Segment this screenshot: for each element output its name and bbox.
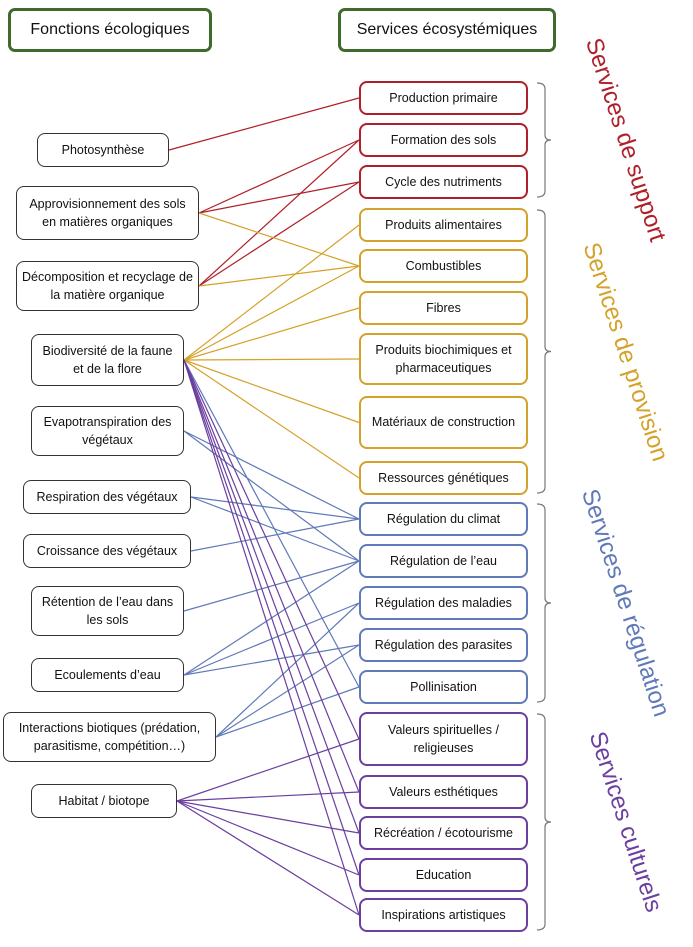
function-box: Approvisionnement des sols en matières o… (16, 186, 199, 240)
connection-line (176, 800, 360, 834)
connection-line (198, 139, 360, 287)
connection-line (183, 644, 360, 676)
function-box: Rétention de l’eau dans les sols (31, 586, 184, 636)
service-box: Ressources génétiques (359, 461, 528, 495)
header-services: Services écosystémiques (338, 8, 556, 52)
service-box: Formation des sols (359, 123, 528, 157)
function-box: Respiration des végétaux (23, 480, 191, 514)
connection-line (198, 181, 360, 214)
service-box: Régulation des maladies (359, 586, 528, 620)
connection-line (183, 224, 360, 361)
connection-line (183, 359, 360, 424)
connection-line (183, 359, 360, 793)
connection-line (198, 181, 360, 287)
connection-line (176, 738, 360, 802)
connection-line (183, 359, 360, 688)
service-box: Régulation de l’eau (359, 544, 528, 578)
connection-line (176, 800, 360, 876)
connection-line (183, 430, 360, 562)
service-box: Récréation / écotourisme (359, 816, 528, 850)
connection-line (198, 265, 360, 287)
service-box: Cycle des nutriments (359, 165, 528, 199)
connection-line (198, 139, 360, 214)
service-box: Valeurs spirituelles / religieuses (359, 712, 528, 766)
category-brace (536, 209, 552, 494)
category-brace (536, 713, 552, 931)
connection-line (183, 358, 360, 361)
service-box: Pollinisation (359, 670, 528, 704)
service-box: Inspirations artistiques (359, 898, 528, 932)
function-box: Photosynthèse (37, 133, 169, 167)
service-box: Régulation des parasites (359, 628, 528, 662)
service-box: Fibres (359, 291, 528, 325)
service-box: Education (359, 858, 528, 892)
connection-line (183, 359, 360, 740)
connection-line (198, 212, 360, 267)
connection-line (176, 791, 360, 802)
function-box: Ecoulements d’eau (31, 658, 184, 692)
connection-line (215, 686, 360, 738)
service-box: Matériaux de construction (359, 396, 528, 449)
service-box: Production primaire (359, 81, 528, 115)
connection-line (215, 602, 360, 738)
function-box: Décomposition et recyclage de la matière… (16, 261, 199, 311)
connection-line (168, 97, 360, 151)
connection-line (183, 359, 360, 834)
connection-line (176, 800, 360, 916)
connection-line (183, 359, 360, 479)
service-box: Valeurs esthétiques (359, 775, 528, 809)
function-box: Evapotranspiration des végétaux (31, 406, 184, 456)
service-box: Produits biochimiques et pharmaceutiques (359, 333, 528, 385)
header-fonctions: Fonctions écologiques (8, 8, 212, 52)
function-box: Croissance des végétaux (23, 534, 191, 568)
connection-line (183, 359, 360, 916)
function-box: Biodiversité de la faune et de la flore (31, 334, 184, 386)
connection-line (190, 496, 360, 520)
connection-line (215, 644, 360, 738)
service-box: Combustibles (359, 249, 528, 283)
connection-line (183, 359, 360, 876)
connection-line (190, 518, 360, 552)
category-brace (536, 503, 552, 703)
function-box: Habitat / biotope (31, 784, 177, 818)
connection-line (183, 265, 360, 361)
service-box: Régulation du climat (359, 502, 528, 536)
connection-line (183, 307, 360, 361)
function-box: Interactions biotiques (prédation, paras… (3, 712, 216, 762)
service-box: Produits alimentaires (359, 208, 528, 242)
category-brace (536, 82, 552, 198)
connection-line (183, 560, 360, 612)
